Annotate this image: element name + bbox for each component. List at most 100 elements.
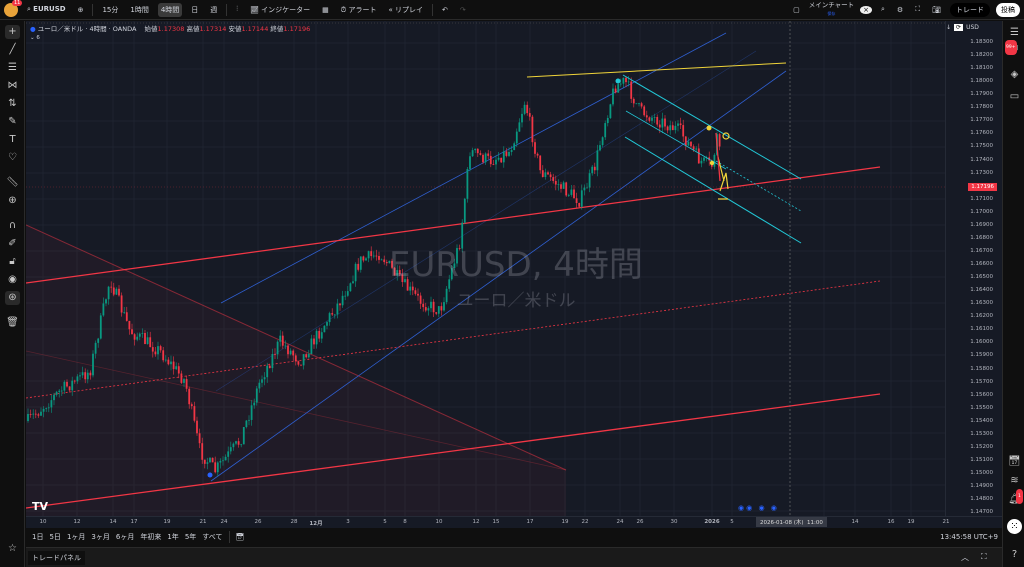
shaded-zone [26,225,566,516]
range-6m[interactable]: 6ヶ月 [115,533,135,541]
candle-body [79,375,81,377]
download-icon[interactable]: ↓ [946,24,952,31]
candle-body [440,306,443,311]
watchlist-icon[interactable]: ☰ [1010,27,1019,38]
trend-line-icon[interactable]: ╱ [9,44,16,55]
eye-icon[interactable]: ◉ [8,274,17,285]
brush-icon[interactable]: ✎ [8,116,17,127]
candle-body [193,406,196,421]
candle-body [669,125,672,131]
collapse-icon[interactable]: ︿ [961,553,969,562]
signal-icon[interactable]: ≋ [1010,475,1019,486]
interval-4h[interactable]: 4時間 [157,2,183,17]
time-axis[interactable]: 10 12 14 17 19 21 24 26 28 12月 3 5 8 10 12 15 17 19 22 24 26… [26,516,1002,528]
quick-search-icon[interactable]: ⌕ [881,5,885,13]
indicators-toggle[interactable]: ⌄ 6 [30,35,40,41]
bell-icon[interactable]: 🔔︎ 1 [1007,489,1023,507]
magnet-icon[interactable]: ∩ [8,220,17,231]
avatar[interactable]: 11 [4,0,23,17]
range-ytd[interactable]: 年初来 [140,533,162,541]
indicators-button[interactable]: 📈︎ インジケーター [247,3,313,17]
candle-body [349,283,352,292]
interval-1h[interactable]: 1時間 [130,5,149,14]
range-1m[interactable]: 1ヶ月 [66,533,86,541]
publish-button[interactable]: 投稿 [996,2,1020,17]
candle-type-icon[interactable]: ⫶ [236,5,239,13]
apps-grid-icon[interactable]: ⁙ [1007,519,1022,534]
fullscreen-icon[interactable]: ⛶ [915,5,921,13]
candle-body [344,295,347,297]
ruler-icon[interactable]: 📏︎ [6,177,19,188]
settings-icon[interactable]: ⚙ [896,5,904,14]
time-label: 14 [851,519,859,525]
heart-icon[interactable]: ♡ [8,152,17,163]
chart-pane[interactable]: ● ユーロ／米ドル · 4時間 · OANDA 始値1.17308 高値1.17… [26,21,1002,516]
price-label: 1.15800 [970,365,993,372]
candle-body [393,267,396,276]
candle-body [625,77,627,83]
calendar-icon[interactable]: 📅︎ [1008,456,1021,467]
goto-date-icon[interactable]: 📅︎ [235,533,245,541]
alerts-icon[interactable]: ⛉99+ [1005,40,1022,58]
maximize-icon[interactable]: ⛶ [981,552,987,561]
channel-upper-line [220,32,727,304]
position-icon[interactable]: ⇅ [8,98,17,109]
candle-body [89,372,92,376]
high-label: 高値 [186,25,200,33]
trash-icon[interactable]: 🗑︎ [6,317,19,328]
tab-trade-panel[interactable]: トレードパネル [28,551,85,565]
currency-select[interactable]: USD [966,24,979,31]
interval-1w[interactable]: 週 [210,5,218,14]
layout-menu[interactable]: メインチャート 保存 [809,2,854,17]
star-icon[interactable]: ☆ [8,543,17,554]
replay-button[interactable]: « リプレイ [385,3,426,17]
interval-1d[interactable]: 日 [191,5,199,14]
layers-icon[interactable]: ◈ [1010,69,1019,80]
pattern-icon[interactable]: ⋈ [7,80,18,91]
crosshair-icon[interactable]: + [5,25,20,39]
price-axis[interactable]: ↓ ⟳ USD 1.18300 1.18200 1.18100 1.18000 1.17… [945,21,1001,526]
trade-button[interactable]: トレード [950,2,990,17]
close-icon[interactable]: × [860,5,872,14]
lock-icon[interactable]: 🔓︎ [9,256,16,267]
legend-title[interactable]: ユーロ／米ドル · 4時間 · OANDA [37,25,137,33]
event-markers[interactable]: ◉◉ ◉ ◉ [738,504,779,512]
range-1y[interactable]: 1年 [167,533,179,541]
candle-body [222,460,224,462]
candle-body [365,258,367,261]
compare-button[interactable]: ⊕ [77,5,84,14]
candle-body [45,408,48,410]
time-label: 26 [636,519,644,525]
alert-button[interactable]: ⏰︎ アラート [338,3,380,17]
zoom-in-icon[interactable]: ⊕ [8,195,17,206]
fib-icon[interactable]: ☰ [8,62,17,73]
range-5d[interactable]: 5日 [49,533,61,541]
globe-icon[interactable]: ⊛ [5,291,20,305]
range-1d[interactable]: 1日 [32,533,44,541]
range-3m[interactable]: 3ヶ月 [91,533,110,541]
symbol-logo-icon: ● [30,25,36,33]
help-icon[interactable]: ? [1011,549,1018,560]
lock-drawing-icon[interactable]: ✐ [8,238,17,249]
redo-icon[interactable]: ↷ [459,5,466,14]
text-icon[interactable]: T [9,134,16,145]
camera-icon[interactable]: 📷︎ [932,5,941,14]
candle-body [302,354,305,366]
symbol-search[interactable]: ⌕ EURUSD [24,3,69,16]
interval-15m[interactable]: 15分 [102,5,119,14]
cyan-channel-lower [624,136,802,244]
undo-icon[interactable]: ↶ [442,5,448,14]
layout-icon[interactable]: ▢ [793,5,800,14]
candle-body [458,248,461,249]
clock[interactable]: 13:45:58 UTC+9 [940,533,998,541]
templates-icon[interactable]: ▦ [322,5,329,14]
divider [226,3,228,16]
auto-scale-icon[interactable]: ⟳ [954,24,964,31]
range-all[interactable]: すべて [202,533,223,541]
candle-body [396,270,399,276]
range-5y[interactable]: 5年 [184,533,197,541]
chart-canvas[interactable] [26,21,1002,516]
candle-body [703,157,705,161]
chat-icon[interactable]: ▭ [1009,91,1020,102]
candle-body [502,151,505,163]
